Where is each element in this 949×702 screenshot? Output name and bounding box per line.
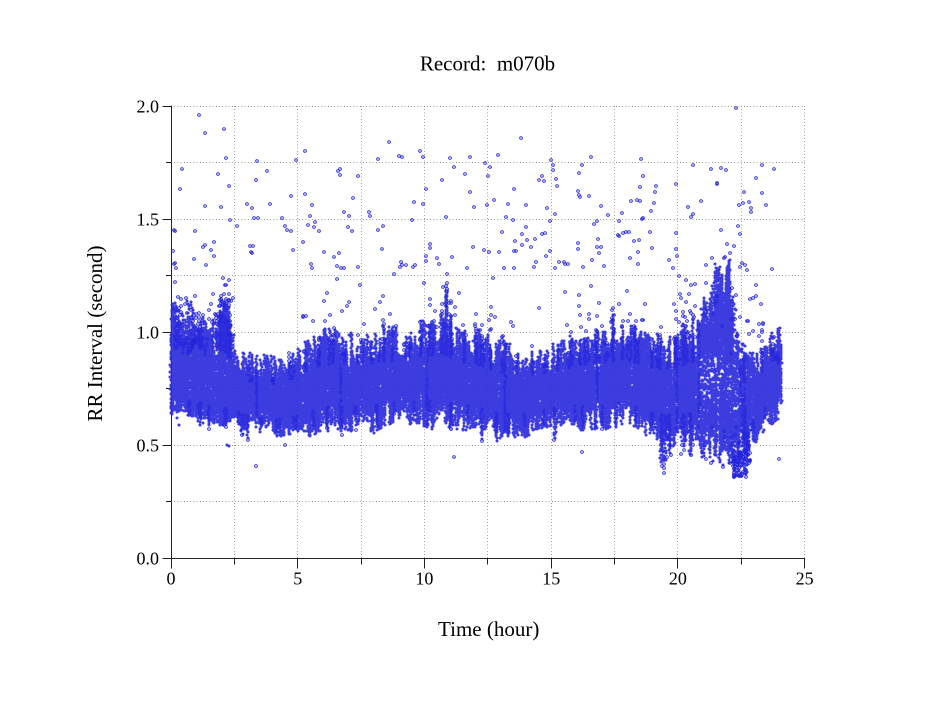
svg-text:10: 10 — [415, 569, 433, 589]
svg-text:25: 25 — [796, 569, 814, 589]
svg-text:0: 0 — [167, 569, 176, 589]
svg-text:RR Interval (second): RR Interval (second) — [83, 245, 107, 421]
svg-text:20: 20 — [669, 569, 687, 589]
svg-text:2.0: 2.0 — [137, 97, 160, 117]
svg-text:Record: m070b: Record: m070b — [420, 52, 555, 76]
svg-text:0.0: 0.0 — [137, 549, 160, 569]
svg-text:15: 15 — [542, 569, 560, 589]
svg-text:5: 5 — [293, 569, 302, 589]
svg-text:1.5: 1.5 — [137, 210, 160, 230]
svg-text:1.0: 1.0 — [137, 323, 160, 343]
svg-text:0.5: 0.5 — [137, 436, 160, 456]
svg-text:Time (hour): Time (hour) — [438, 617, 539, 641]
